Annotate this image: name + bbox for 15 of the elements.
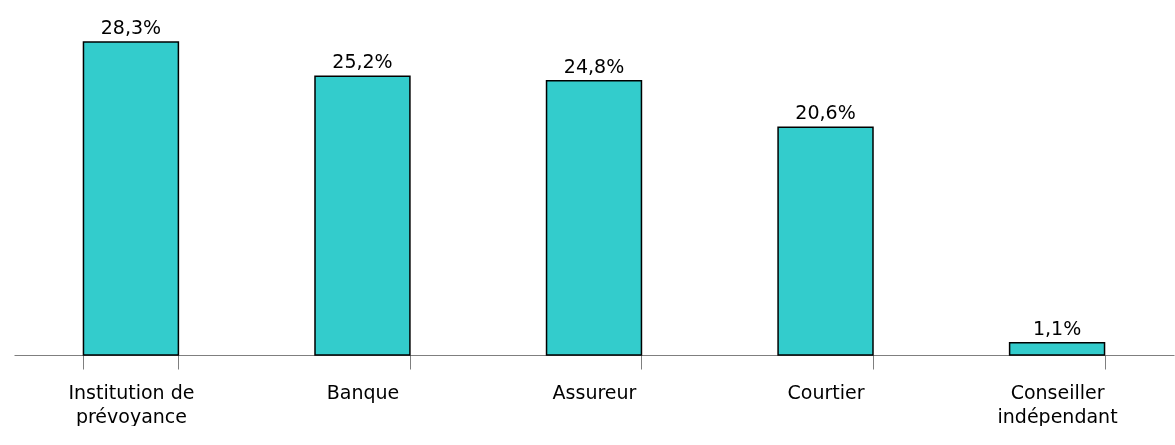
data-label: 20,6% bbox=[795, 101, 856, 124]
bar bbox=[1008, 342, 1106, 356]
data-label: 25,2% bbox=[332, 50, 393, 73]
bar bbox=[82, 41, 180, 356]
data-label: 28,3% bbox=[100, 15, 162, 38]
x-tick-label: Assureur bbox=[552, 380, 637, 403]
bar bbox=[545, 79, 643, 356]
bar bbox=[314, 75, 411, 356]
x-tick-label: Banque bbox=[326, 380, 400, 403]
x-tick-label: Conseiller indépendant bbox=[997, 380, 1118, 427]
x-tick-label: Courtier bbox=[787, 380, 865, 403]
x-tick-label: Institution de prévoyance bbox=[68, 380, 195, 427]
bar bbox=[777, 126, 874, 356]
data-label: 1,1% bbox=[1032, 316, 1082, 339]
data-label: 24,8% bbox=[563, 54, 625, 77]
